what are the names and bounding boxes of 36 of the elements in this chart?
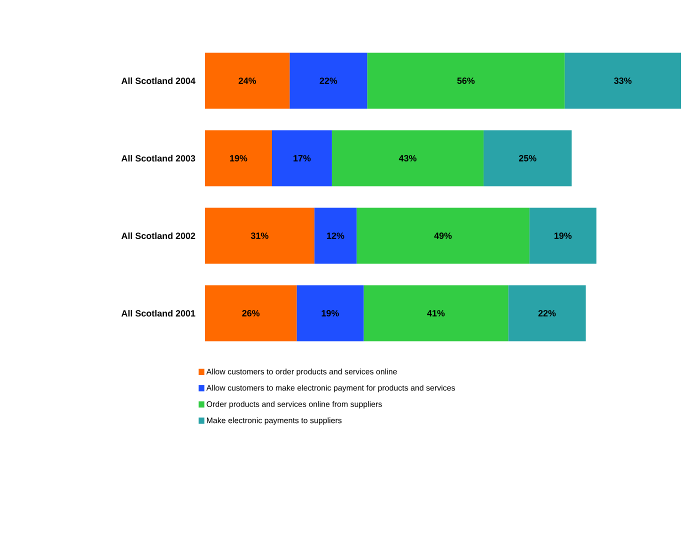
bar (205, 208, 314, 264)
bar (529, 208, 596, 264)
bar (508, 285, 586, 342)
data-label: 22% (538, 310, 556, 316)
data-label: 12% (327, 232, 344, 239)
data-label: 41% (427, 310, 445, 316)
data-label: 19% (554, 232, 572, 239)
data-label: 56% (457, 78, 475, 84)
data-label: 24% (238, 78, 256, 84)
bar (205, 285, 297, 342)
bar (564, 52, 682, 109)
data-label: 26% (242, 310, 260, 316)
y-tick-label: All Scotland 2002 (121, 232, 196, 240)
y-tick-label: All Scotland 2003 (121, 154, 196, 162)
bar (272, 130, 332, 186)
bar (364, 285, 508, 342)
data-label: 17% (294, 155, 311, 162)
data-label: 25% (518, 155, 536, 162)
data-label: 33% (614, 78, 632, 84)
data-label: 31% (250, 232, 268, 239)
bar (484, 130, 572, 186)
y-tick-label: All Scotland 2004 (121, 77, 196, 84)
bar (205, 52, 290, 109)
y-tick-label: All Scotland 2001 (121, 310, 196, 317)
data-label: 22% (320, 78, 338, 84)
data-label: 49% (434, 232, 452, 239)
bar (314, 208, 357, 264)
data-label: 19% (322, 310, 339, 316)
bar (367, 52, 565, 109)
bar (296, 285, 364, 342)
data-label: 19% (230, 155, 248, 162)
bar (356, 208, 530, 264)
bar (290, 52, 368, 109)
data-label: 43% (398, 155, 416, 162)
bar (332, 130, 484, 186)
bar (205, 130, 272, 186)
